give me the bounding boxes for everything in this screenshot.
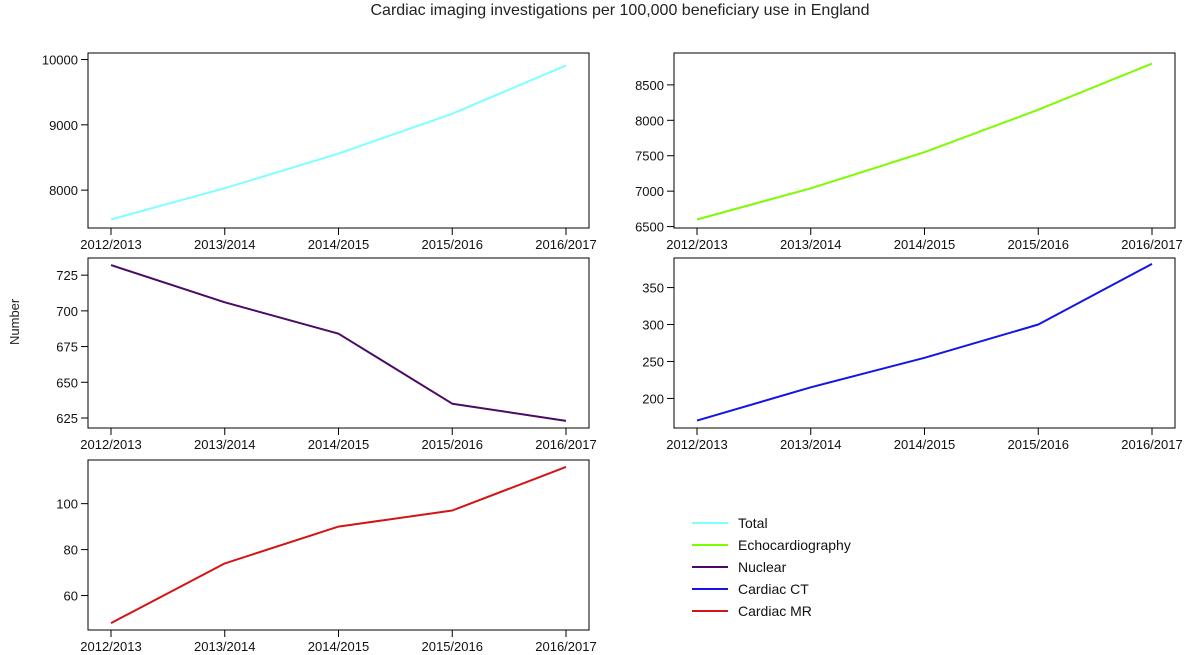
x-tick-label: 2016/2017 [535, 437, 596, 452]
plot-frame [673, 52, 1176, 229]
y-tick-label: 725 [56, 268, 78, 283]
y-tick-label: 6500 [635, 220, 664, 235]
y-tick-label: 7000 [635, 184, 664, 199]
legend-label: Echocardiography [738, 537, 851, 553]
plot-frame [87, 459, 590, 631]
panel-nuclear: 2012/2013 2013/2014 2014/2015 2015/2016 2016… [56, 257, 597, 452]
x-tick-label: 2012/2013 [80, 639, 141, 654]
panel-total: 2012/2013 2013/2014 2014/2015 2015/2016 2016… [42, 52, 597, 252]
y-tick-label: 700 [56, 304, 78, 319]
y-tick-label: 60 [64, 589, 78, 604]
series-line-cardiac-ct [696, 263, 1153, 422]
y-tick-label: 8000 [49, 183, 78, 198]
chart-title: Cardiac imaging investigations per 100,0… [370, 2, 870, 19]
y-tick-label: 350 [642, 281, 664, 296]
legend-label: Total [738, 515, 768, 531]
y-tick-label: 650 [56, 375, 78, 390]
x-tick-label: 2014/2015 [894, 237, 955, 252]
x-tick-label: 2013/2014 [780, 437, 841, 452]
y-tick-label: 250 [642, 354, 664, 369]
x-tick-label: 2015/2016 [1008, 437, 1069, 452]
series-line-nuclear [110, 264, 567, 422]
y-tick-label: 200 [642, 391, 664, 406]
y-tick-label: 10000 [42, 53, 78, 68]
x-tick-label: 2012/2013 [80, 437, 141, 452]
y-tick-label: 8000 [635, 113, 664, 128]
x-tick-label: 2013/2014 [194, 437, 255, 452]
legend-label: Cardiac MR [738, 603, 812, 619]
x-tick-label: 2014/2015 [308, 639, 369, 654]
x-tick-label: 2013/2014 [194, 237, 255, 252]
x-tick-label: 2013/2014 [194, 639, 255, 654]
y-tick-label: 80 [64, 543, 78, 558]
y-tick-label: 100 [56, 497, 78, 512]
y-tick-label: 300 [642, 318, 664, 333]
x-tick-label: 2014/2015 [308, 437, 369, 452]
x-tick-label: 2015/2016 [422, 437, 483, 452]
y-tick-label: 625 [56, 411, 78, 426]
y-tick-label: 675 [56, 340, 78, 355]
panel-echocardiography: 2012/2013 2013/2014 2014/2015 2015/2016 2016… [635, 52, 1183, 252]
x-tick-label: 2015/2016 [1008, 237, 1069, 252]
x-tick-label: 2016/2017 [535, 237, 596, 252]
x-tick-label: 2016/2017 [1121, 237, 1182, 252]
panel-cardiac-ct: 2012/2013 2013/2014 2014/2015 2015/2016 2016… [642, 257, 1183, 452]
x-tick-label: 2016/2017 [1121, 437, 1182, 452]
x-tick-label: 2016/2017 [535, 639, 596, 654]
x-tick-label: 2014/2015 [894, 437, 955, 452]
series-line-cardiac-mr [110, 465, 567, 624]
legend: Total Echocardiography Nuclear Cardiac CT Ca… [692, 515, 851, 619]
series-line-echocardiography [696, 62, 1153, 221]
y-tick-label: 9000 [49, 118, 78, 133]
y-tick-label: 7500 [635, 149, 664, 164]
x-tick-label: 2012/2013 [666, 237, 727, 252]
x-tick-label: 2012/2013 [80, 237, 141, 252]
plot-frame [673, 257, 1176, 429]
x-tick-label: 2015/2016 [422, 639, 483, 654]
x-tick-label: 2012/2013 [666, 437, 727, 452]
y-tick-label: 8500 [635, 78, 664, 93]
legend-label: Cardiac CT [738, 581, 809, 597]
x-tick-label: 2014/2015 [308, 237, 369, 252]
x-tick-label: 2015/2016 [422, 237, 483, 252]
plot-frame [87, 257, 590, 429]
plot-frame [87, 52, 590, 229]
panel-cardiac-mr: 2012/2013 2013/2014 2014/2015 2015/2016 2016… [56, 459, 597, 654]
x-tick-label: 2013/2014 [780, 237, 841, 252]
series-line-total [110, 64, 567, 221]
legend-label: Nuclear [738, 559, 787, 575]
